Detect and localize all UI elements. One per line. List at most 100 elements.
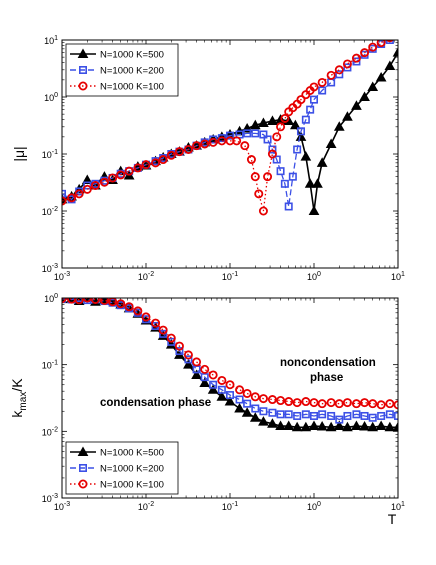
data-point: [280, 179, 289, 188]
top-axes-frame: [61, 39, 399, 269]
bottom-panel: 10-3 10-2 10-1 100 101 10-3 10-2 10-1 100 N=1000 …: [9, 293, 405, 527]
data-point: [226, 391, 235, 400]
data-point: [335, 70, 344, 79]
data-point: [151, 318, 161, 328]
data-point: [359, 421, 370, 431]
data-point: [251, 404, 260, 413]
data-point: [200, 364, 210, 374]
data-point: [317, 399, 327, 409]
x-tick-label: 10-3: [54, 501, 70, 512]
data-point: [116, 299, 126, 309]
data-point: [395, 32, 401, 38]
data-point: [235, 395, 244, 404]
data-point: [216, 391, 228, 401]
data-point: [133, 163, 143, 173]
data-point: [316, 421, 328, 431]
data-point: [326, 70, 336, 80]
x-tick-label: 10-2: [138, 501, 154, 512]
data-point: [288, 172, 297, 181]
annotation-phase: phase: [310, 372, 343, 384]
data-point: [292, 398, 302, 408]
y-tick-label: 10-2: [42, 426, 58, 437]
data-point: [133, 306, 143, 316]
data-point: [183, 144, 193, 154]
data-point: [327, 411, 336, 420]
data-point: [159, 329, 168, 338]
data-point: [124, 166, 134, 176]
data-point: [352, 410, 361, 419]
data-point: [309, 411, 318, 420]
data-point: [254, 189, 264, 199]
data-point: [251, 129, 260, 138]
data-point: [334, 399, 344, 409]
data-point: [249, 412, 261, 422]
data-point: [301, 410, 310, 419]
data-point: [283, 420, 295, 431]
data-point: [242, 388, 252, 398]
top-y-axis-label: |μ|: [11, 146, 27, 161]
x-tick-label: 10-1: [222, 501, 238, 512]
data-point: [351, 420, 362, 431]
data-point: [267, 418, 278, 428]
data-point: [343, 411, 352, 420]
legend-label: N=1000 K=100: [100, 480, 164, 491]
data-point: [333, 121, 345, 131]
legend-marker: [78, 479, 88, 489]
legend-marker: [77, 446, 89, 456]
x-tick-label: 101: [391, 501, 405, 512]
x-tick-label: 101: [391, 271, 405, 282]
y-tick-label: 10-3: [42, 493, 58, 504]
data-point: [272, 132, 282, 142]
data-point: [246, 155, 256, 165]
data-point: [158, 325, 168, 335]
data-point: [259, 407, 268, 416]
data-point: [300, 151, 312, 161]
data-point: [192, 357, 202, 367]
bottom-y-axis-label: kmax/K: [9, 378, 29, 418]
data-point: [309, 398, 319, 408]
data-point: [268, 145, 277, 154]
data-point: [351, 100, 362, 110]
data-point: [293, 145, 302, 154]
data-point: [296, 95, 306, 105]
data-point: [263, 135, 272, 144]
data-point: [312, 178, 323, 188]
data-point: [384, 60, 396, 70]
legend-label: N=1000 K=200: [100, 66, 164, 77]
data-point: [200, 373, 209, 382]
data-point: [191, 369, 202, 379]
data-point: [276, 410, 285, 419]
data-point: [367, 421, 379, 432]
data-point: [351, 53, 361, 63]
data-point: [384, 421, 396, 432]
data-point: [306, 105, 315, 114]
data-point: [309, 95, 318, 104]
data-point: [82, 298, 92, 303]
data-point: [342, 398, 352, 408]
series-line: [62, 40, 387, 212]
data-point: [217, 136, 227, 146]
data-point: [217, 385, 226, 394]
data-point: [183, 359, 194, 369]
data-point: [208, 370, 218, 380]
data-point: [67, 193, 77, 203]
bottom-axes-frame: [61, 297, 399, 499]
data-point: [360, 398, 370, 408]
data-point: [258, 117, 269, 127]
data-point: [316, 157, 328, 167]
data-point: [258, 416, 269, 426]
data-point: [258, 206, 268, 216]
data-point: [62, 189, 66, 198]
data-point: [352, 57, 361, 66]
y-tick-label: 10-3: [42, 263, 58, 274]
data-point: [209, 380, 218, 389]
data-point: [296, 127, 305, 136]
data-point: [280, 113, 290, 123]
data-point: [360, 411, 369, 420]
data-point: [184, 355, 193, 364]
data-point: [385, 410, 394, 419]
data-point: [141, 312, 151, 322]
data-point: [250, 392, 260, 402]
data-point: [166, 150, 176, 160]
data-point: [351, 399, 361, 409]
